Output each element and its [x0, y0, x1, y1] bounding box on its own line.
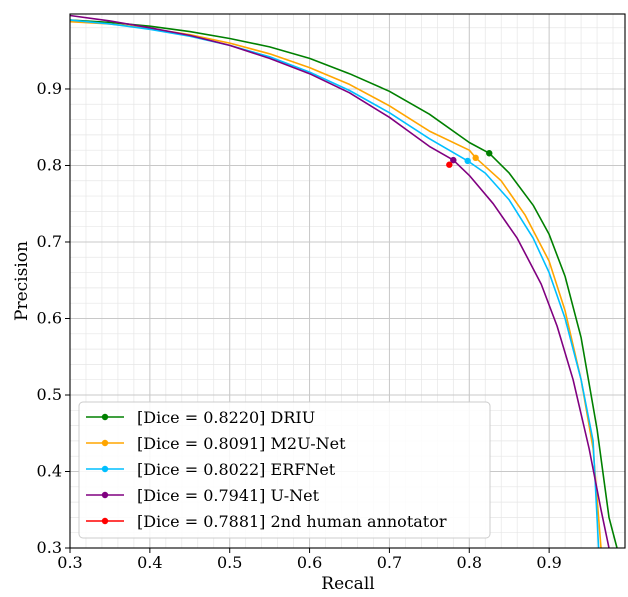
x-tick-label: 0.5 — [217, 553, 242, 572]
legend-marker — [101, 517, 109, 525]
plot-frame — [69, 13, 626, 549]
x-tick-label: 0.8 — [457, 553, 482, 572]
series-lines — [69, 14, 618, 549]
y-tick-label: 0.8 — [37, 155, 62, 174]
legend-label: [Dice = 0.7941] U-Net — [137, 486, 320, 505]
x-tick-label: 0.7 — [377, 553, 402, 572]
x-tick-label: 0.3 — [57, 553, 82, 572]
y-tick-label: 0.7 — [37, 232, 62, 251]
operating-point — [446, 161, 453, 168]
legend-marker — [101, 491, 109, 499]
y-tick-label: 0.6 — [37, 308, 62, 327]
legend-label: [Dice = 0.8091] M2U-Net — [137, 434, 346, 453]
operating-point — [472, 154, 479, 162]
x-axis-title: Recall — [321, 574, 374, 594]
operating-point — [464, 157, 471, 165]
x-axis-ticks: 0.3 0.4 0.5 0.6 0.7 0.8 0.9 — [57, 548, 562, 572]
x-tick-label: 0.9 — [536, 553, 561, 572]
x-tick-label: 0.6 — [297, 553, 322, 572]
operating-points — [446, 150, 493, 168]
legend-label: [Dice = 0.8220] DRIU — [137, 408, 315, 427]
legend: [Dice = 0.8220] DRIU [Dice = 0.8091] M2U-… — [78, 401, 491, 539]
y-tick-label: 0.3 — [37, 538, 62, 557]
x-tick-label: 0.4 — [137, 553, 162, 572]
legend-marker — [101, 413, 109, 421]
y-tick-label: 0.5 — [37, 385, 62, 404]
legend-label: [Dice = 0.7881] 2nd human annotator — [137, 512, 447, 531]
legend-marker — [101, 439, 109, 447]
y-axis-title: Precision — [12, 241, 32, 321]
y-tick-label: 0.9 — [37, 79, 62, 98]
legend-box — [78, 401, 491, 539]
y-axis-ticks: 0.3 0.4 0.5 0.6 0.7 0.8 0.9 — [37, 79, 70, 557]
legend-marker — [101, 465, 109, 473]
operating-point — [486, 150, 493, 157]
legend-label: [Dice = 0.8022] ERFNet — [137, 460, 336, 479]
series-line — [69, 19, 618, 549]
operating-point — [450, 156, 457, 164]
series-line — [69, 14, 610, 549]
y-tick-label: 0.4 — [37, 461, 62, 480]
